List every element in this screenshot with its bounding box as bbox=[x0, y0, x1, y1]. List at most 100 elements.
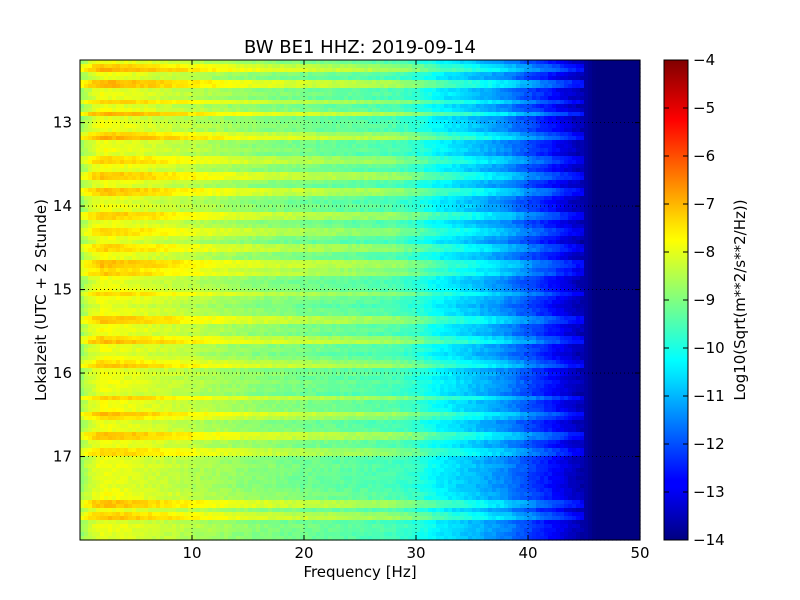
heatmap-cell bbox=[512, 168, 517, 173]
heatmap-cell bbox=[448, 72, 453, 77]
heatmap-cell bbox=[356, 72, 361, 77]
heatmap-cell bbox=[304, 184, 309, 189]
heatmap-cell bbox=[396, 184, 401, 189]
heatmap-cell bbox=[532, 116, 537, 121]
heatmap-cell bbox=[364, 124, 369, 129]
heatmap-cell bbox=[264, 124, 269, 129]
heatmap-cell bbox=[556, 192, 561, 197]
heatmap-cell bbox=[600, 172, 605, 177]
heatmap-cell bbox=[524, 168, 529, 173]
heatmap-cell bbox=[208, 116, 213, 121]
heatmap-cell bbox=[372, 184, 377, 189]
heatmap-cell bbox=[636, 84, 641, 89]
heatmap-cell bbox=[204, 196, 209, 201]
heatmap-cell bbox=[552, 140, 557, 145]
heatmap-cell bbox=[108, 200, 113, 205]
heatmap-cell bbox=[272, 188, 277, 193]
heatmap-cell bbox=[84, 84, 89, 89]
heatmap-cell bbox=[392, 124, 397, 129]
heatmap-cell bbox=[480, 104, 485, 109]
heatmap-cell bbox=[488, 64, 493, 69]
heatmap-cell bbox=[636, 136, 641, 141]
heatmap-cell bbox=[552, 148, 557, 153]
heatmap-cell bbox=[512, 116, 517, 121]
heatmap-cell bbox=[360, 172, 365, 177]
heatmap-cell bbox=[424, 100, 429, 105]
heatmap-cell bbox=[400, 180, 405, 185]
heatmap-cell bbox=[384, 176, 389, 181]
heatmap-cell bbox=[632, 136, 637, 141]
heatmap-cell bbox=[276, 140, 281, 145]
heatmap-cell bbox=[380, 120, 385, 125]
heatmap-cell bbox=[296, 168, 301, 173]
heatmap-cell bbox=[544, 168, 549, 173]
heatmap-cell bbox=[604, 152, 609, 157]
heatmap-cell bbox=[204, 192, 209, 197]
heatmap-cell bbox=[408, 136, 413, 141]
heatmap-cell bbox=[612, 140, 617, 145]
heatmap-cell bbox=[344, 72, 349, 77]
heatmap-cell bbox=[336, 72, 341, 77]
heatmap-cell bbox=[240, 92, 245, 97]
heatmap-cell bbox=[448, 92, 453, 97]
heatmap-cell bbox=[396, 108, 401, 113]
heatmap-cell bbox=[324, 180, 329, 185]
heatmap-cell bbox=[476, 156, 481, 161]
heatmap-cell bbox=[108, 152, 113, 157]
heatmap-cell bbox=[336, 168, 341, 173]
heatmap-cell bbox=[584, 88, 589, 93]
heatmap-cell bbox=[336, 160, 341, 165]
heatmap-cell bbox=[284, 144, 289, 149]
heatmap-cell bbox=[284, 68, 289, 73]
heatmap-cell bbox=[500, 152, 505, 157]
heatmap-cell bbox=[220, 120, 225, 125]
heatmap-cell bbox=[488, 96, 493, 101]
heatmap-cell bbox=[500, 80, 505, 85]
heatmap-cell bbox=[584, 144, 589, 149]
heatmap-cell bbox=[236, 88, 241, 93]
heatmap-cell bbox=[536, 80, 541, 85]
heatmap-cell bbox=[496, 164, 501, 169]
heatmap-cell bbox=[132, 136, 137, 141]
heatmap-cell bbox=[116, 180, 121, 185]
heatmap-cell bbox=[168, 132, 173, 137]
heatmap-cell bbox=[388, 144, 393, 149]
heatmap-cell bbox=[548, 104, 553, 109]
heatmap-cell bbox=[500, 156, 505, 161]
heatmap-cell bbox=[436, 64, 441, 69]
heatmap-cell bbox=[600, 156, 605, 161]
heatmap-cell bbox=[212, 172, 217, 177]
heatmap-cell bbox=[608, 148, 613, 153]
heatmap-cell bbox=[108, 132, 113, 137]
heatmap-cell bbox=[192, 100, 197, 105]
heatmap-cell bbox=[604, 124, 609, 129]
heatmap-cell bbox=[360, 192, 365, 197]
heatmap-cell bbox=[384, 80, 389, 85]
heatmap-cell bbox=[312, 116, 317, 121]
heatmap-cell bbox=[536, 120, 541, 125]
heatmap-cell bbox=[448, 124, 453, 129]
heatmap-cell bbox=[396, 152, 401, 157]
heatmap-cell bbox=[232, 132, 237, 137]
heatmap-cell bbox=[324, 124, 329, 129]
heatmap-cell bbox=[80, 92, 85, 97]
heatmap-cell bbox=[224, 128, 229, 133]
heatmap-cell bbox=[628, 188, 633, 193]
heatmap-cell bbox=[232, 104, 237, 109]
heatmap-cell bbox=[160, 120, 165, 125]
heatmap-cell bbox=[148, 84, 153, 89]
heatmap-cell bbox=[296, 136, 301, 141]
heatmap-cell bbox=[540, 192, 545, 197]
heatmap-cell bbox=[608, 176, 613, 181]
heatmap-cell bbox=[196, 120, 201, 125]
heatmap-cell bbox=[636, 160, 641, 165]
heatmap-cell bbox=[392, 152, 397, 157]
heatmap-cell bbox=[416, 196, 421, 201]
heatmap-cell bbox=[180, 84, 185, 89]
heatmap-cell bbox=[156, 80, 161, 85]
heatmap-cell bbox=[188, 192, 193, 197]
heatmap-cell bbox=[392, 140, 397, 145]
heatmap-cell bbox=[92, 188, 97, 193]
heatmap-cell bbox=[424, 64, 429, 69]
heatmap-cell bbox=[340, 96, 345, 101]
